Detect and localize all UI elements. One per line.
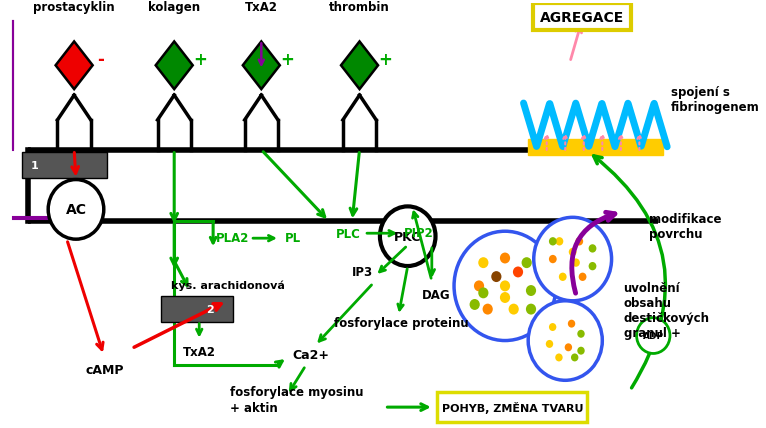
Circle shape: [549, 255, 557, 263]
Circle shape: [491, 271, 502, 282]
Circle shape: [578, 330, 584, 338]
Circle shape: [588, 244, 597, 253]
Text: PLA2: PLA2: [216, 232, 249, 245]
Text: fosforylace proteinu: fosforylace proteinu: [333, 317, 468, 330]
Circle shape: [474, 280, 484, 291]
Circle shape: [534, 217, 611, 301]
Text: PL: PL: [284, 232, 300, 245]
Circle shape: [571, 354, 578, 361]
Text: prostacyklin: prostacyklin: [33, 1, 115, 14]
Circle shape: [500, 280, 510, 291]
Circle shape: [380, 206, 436, 266]
Circle shape: [559, 273, 567, 281]
Circle shape: [549, 237, 557, 246]
FancyBboxPatch shape: [22, 152, 107, 178]
Text: obsahu: obsahu: [624, 297, 672, 310]
Circle shape: [546, 340, 553, 348]
Text: destičkových: destičkových: [624, 312, 709, 325]
FancyBboxPatch shape: [437, 392, 588, 422]
Circle shape: [48, 180, 103, 239]
FancyBboxPatch shape: [161, 296, 233, 322]
Text: -: -: [97, 51, 103, 69]
Polygon shape: [155, 42, 193, 89]
Circle shape: [522, 257, 532, 268]
Circle shape: [470, 299, 480, 310]
Circle shape: [454, 231, 556, 341]
Circle shape: [565, 343, 572, 351]
Circle shape: [526, 303, 536, 315]
Text: modifikace: modifikace: [649, 213, 721, 226]
Polygon shape: [56, 42, 93, 89]
Text: uvolnění: uvolnění: [624, 282, 680, 295]
Text: Ca2+: Ca2+: [292, 349, 329, 362]
Circle shape: [500, 253, 510, 264]
Text: PKC: PKC: [394, 231, 421, 244]
Text: TxA2: TxA2: [245, 1, 278, 14]
Text: povrchu: povrchu: [649, 228, 702, 241]
Text: PIP2: PIP2: [404, 227, 434, 240]
Circle shape: [509, 303, 519, 315]
Text: cAMP: cAMP: [86, 364, 124, 377]
Text: 1: 1: [31, 160, 38, 171]
Text: AGREGACE: AGREGACE: [540, 11, 624, 24]
Circle shape: [575, 237, 583, 246]
Text: kys. arachidonová: kys. arachidonová: [172, 281, 285, 291]
Circle shape: [637, 318, 670, 354]
Circle shape: [555, 354, 563, 361]
Text: spojení s: spojení s: [671, 86, 730, 98]
Circle shape: [526, 285, 536, 296]
Circle shape: [578, 347, 584, 355]
Circle shape: [569, 248, 577, 256]
Circle shape: [529, 301, 602, 380]
FancyBboxPatch shape: [529, 139, 663, 155]
Text: fosforylace myosinu: fosforylace myosinu: [230, 386, 363, 399]
Text: 2: 2: [207, 305, 214, 315]
Circle shape: [478, 287, 489, 298]
Circle shape: [588, 262, 597, 270]
Text: kolagen: kolagen: [148, 1, 200, 14]
Circle shape: [572, 259, 580, 267]
Polygon shape: [243, 42, 280, 89]
Text: +: +: [280, 51, 294, 69]
Circle shape: [549, 323, 556, 331]
Text: IP3: IP3: [352, 267, 373, 279]
Text: +: +: [378, 51, 392, 69]
Text: PLC: PLC: [336, 228, 360, 241]
Text: POHYB, ZMĚNA TVARU: POHYB, ZMĚNA TVARU: [442, 402, 583, 414]
Circle shape: [568, 320, 575, 327]
Circle shape: [483, 303, 493, 315]
Text: thrombin: thrombin: [329, 1, 390, 14]
Text: + aktin: + aktin: [230, 401, 277, 415]
Text: TxA2: TxA2: [183, 346, 216, 359]
Text: ADP: ADP: [643, 332, 664, 341]
Text: fibrinogenem: fibrinogenem: [671, 101, 760, 115]
Polygon shape: [341, 42, 378, 89]
Circle shape: [555, 237, 563, 246]
Text: DAG: DAG: [421, 289, 450, 302]
Circle shape: [478, 257, 489, 268]
Text: +: +: [193, 51, 207, 69]
Circle shape: [578, 273, 587, 281]
Text: granul +: granul +: [624, 327, 680, 340]
Circle shape: [500, 292, 510, 303]
Text: AC: AC: [65, 203, 87, 217]
Circle shape: [513, 267, 523, 277]
FancyBboxPatch shape: [533, 3, 631, 30]
